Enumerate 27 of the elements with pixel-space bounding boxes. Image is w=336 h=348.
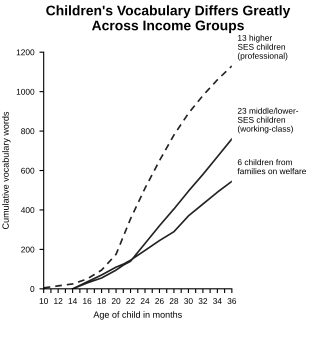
y-tick-label: 1000 [16, 88, 34, 95]
y-tick-label: 200 [21, 246, 34, 252]
y-tick-label: 400 [20, 207, 34, 214]
chart-title: Children's Vocabulary Differs Greatly Across Income Groups [46, 5, 290, 34]
x-tick-label: 32 [198, 298, 208, 304]
x-tick-label: 34 [213, 298, 222, 304]
x-tick-label: 24 [140, 298, 150, 304]
x-tick-label: 20 [112, 298, 120, 304]
series-label: 6 children from families on welfare [238, 159, 306, 174]
x-tick-label: 36 [228, 298, 236, 304]
x-tick-label: 16 [83, 298, 92, 304]
y-tick-label: 600 [21, 168, 34, 174]
y-tick-label: 1200 [16, 49, 34, 56]
y-tick-label: 800 [21, 128, 34, 134]
x-tick-label: 30 [184, 298, 193, 304]
x-axis-title: Age of child in months [93, 311, 182, 320]
series-label: 13 higher SES children (professional) [238, 34, 288, 60]
x-tick-label: 18 [98, 298, 106, 304]
x-tick-label: 10 [40, 298, 48, 304]
x-tick-label: 28 [170, 298, 178, 304]
y-tick-label: 0 [30, 286, 34, 292]
x-tick-label: 12 [54, 298, 62, 304]
x-tick-label: 14 [68, 298, 78, 304]
x-tick-label: 26 [155, 298, 164, 304]
series-label: 23 middle/lower- SES children (working-class) [238, 108, 298, 134]
y-axis-title: Cumulative vocabulary words [2, 112, 11, 230]
x-tick-label: 22 [126, 298, 135, 304]
